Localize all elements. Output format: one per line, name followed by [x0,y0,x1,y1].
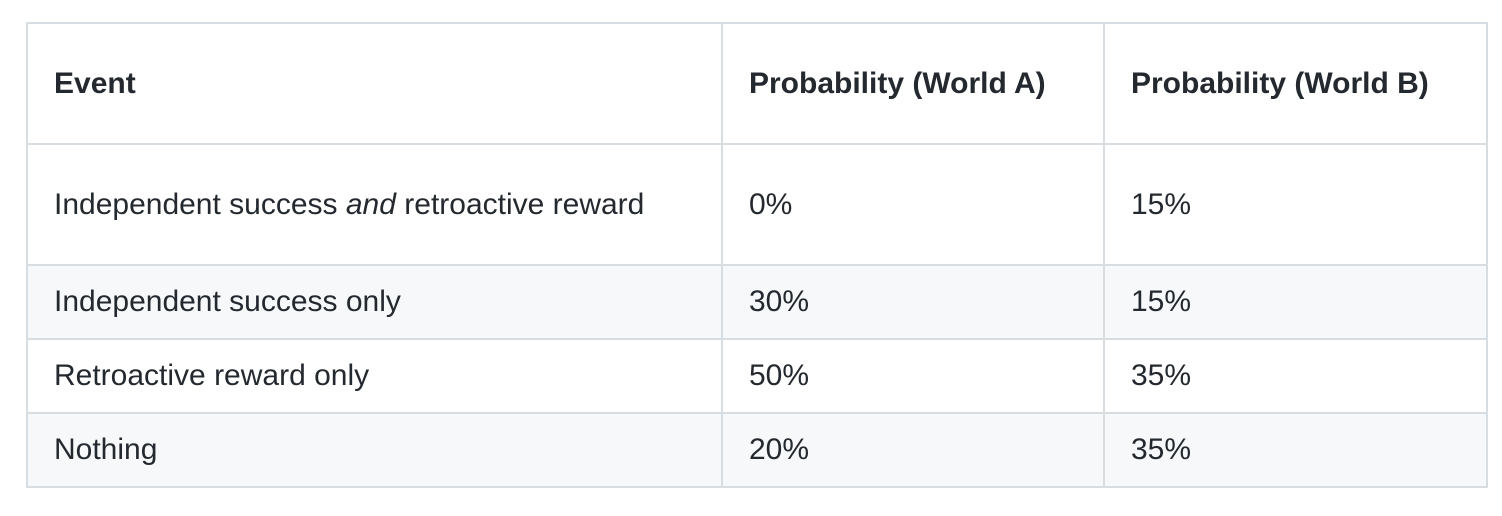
cell-world-a: 30% [721,264,1105,340]
cell-world-a: 50% [721,338,1105,414]
cell-world-a: 0% [721,143,1105,266]
cell-world-b: 35% [1103,338,1488,414]
cell-world-a: 20% [721,412,1105,488]
table-row: Nothing 20% 35% [26,412,1488,488]
cell-world-b: 15% [1103,143,1488,266]
cell-event: Retroactive reward only [26,338,723,414]
table-header-row: Event Probability (World A) Probability … [26,22,1488,145]
event-text-emphasis: and [345,187,396,221]
cell-world-b: 15% [1103,264,1488,340]
table-row: Retroactive reward only 50% 35% [26,338,1488,414]
header-event: Event [26,22,723,145]
cell-event: Nothing [26,412,723,488]
probability-table-container: Event Probability (World A) Probability … [26,22,1488,488]
table-row: Independent success and retroactive rewa… [26,143,1488,266]
cell-event: Independent success only [26,264,723,340]
probability-table: Event Probability (World A) Probability … [26,22,1488,488]
event-text-end: retroactive reward [395,187,645,221]
table-row: Independent success only 30% 15% [26,264,1488,340]
cell-world-b: 35% [1103,412,1488,488]
header-world-b: Probability (World B) [1103,22,1488,145]
header-world-a: Probability (World A) [721,22,1105,145]
event-text-start: Independent success [54,187,346,221]
cell-event: Independent success and retroactive rewa… [26,143,723,266]
